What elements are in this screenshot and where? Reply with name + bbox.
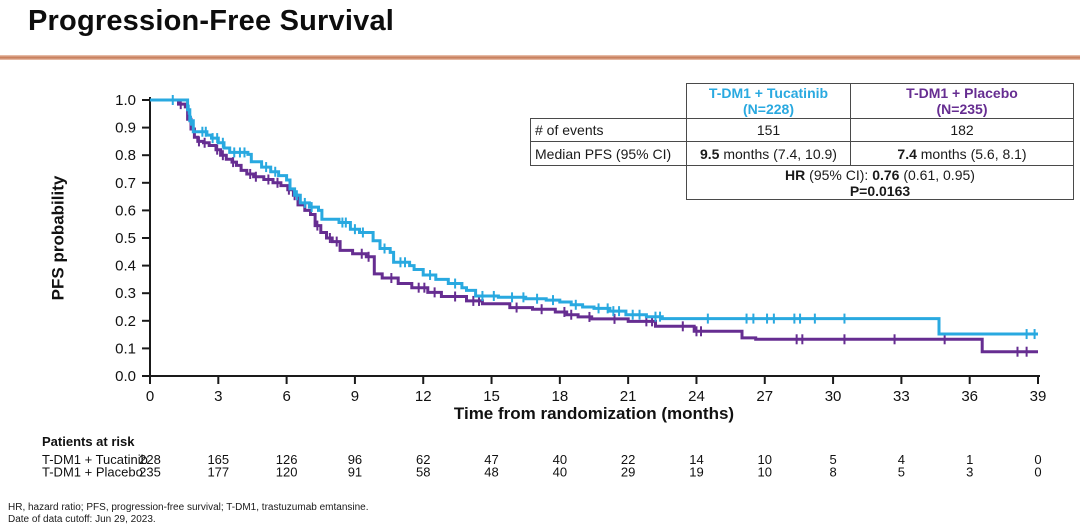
risk-count: 8 [829, 465, 836, 480]
median-tucatinib-number: 9.5 [700, 145, 720, 162]
median-tucatinib-ci: months (7.4, 10.9) [719, 145, 837, 162]
events-row-label: # of events [530, 118, 687, 142]
title-divider [0, 55, 1080, 60]
risk-count: 0 [1034, 452, 1041, 467]
risk-count: 22 [621, 452, 635, 467]
x-tick-label: 36 [961, 388, 978, 405]
events-placebo-value: 182 [850, 118, 1074, 142]
median-placebo-value: 7.4 months (5.6, 8.1) [850, 141, 1074, 166]
risk-count: 91 [348, 465, 362, 480]
placebo-arm-header: T-DM1 + Placebo (N=235) [850, 83, 1074, 119]
risk-row-label: T-DM1 + Placebo [42, 465, 143, 480]
x-tick-label: 12 [415, 388, 432, 405]
risk-count: 19 [689, 465, 703, 480]
y-tick-label: 0.2 [115, 313, 136, 330]
y-tick-label: 0.8 [115, 147, 136, 164]
tucatinib-curve [150, 98, 1038, 336]
median-pfs-row: Median PFS (95% CI) 9.5 months (7.4, 10.… [530, 141, 1074, 166]
y-tick-label: 0.4 [115, 258, 136, 275]
tucatinib-arm-header: T-DM1 + Tucatinib (N=228) [686, 83, 851, 119]
p-value: P=0.0163 [849, 182, 911, 199]
summary-empty-cell [531, 166, 687, 200]
median-placebo-number: 7.4 [897, 145, 917, 162]
hr-ci-values: (0.61, 0.95) [899, 166, 975, 183]
page-title: Progression-Free Survival [28, 5, 395, 37]
y-tick-label: 0.3 [115, 285, 136, 302]
risk-count: 10 [758, 452, 772, 467]
hr-value: 0.76 [872, 166, 900, 183]
footnote-abbreviations: HR, hazard ratio; PFS, progression-free … [8, 502, 369, 513]
footnote-data-cutoff: Date of data cutoff: Jun 29, 2023. [8, 513, 156, 525]
footnote: HR, hazard ratio; PFS, progression-free … [8, 502, 369, 525]
hr-label: HR [785, 166, 806, 183]
y-tick-label: 0.1 [115, 340, 136, 357]
hazard-ratio-line: HR (95% CI): 0.76 (0.61, 0.95) [691, 167, 1069, 183]
risk-count: 228 [139, 452, 161, 467]
y-tick-label: 0.5 [115, 230, 136, 247]
placebo-arm-name: T-DM1 + Placebo [906, 85, 1018, 101]
risk-count: 10 [758, 465, 772, 480]
x-tick-label: 24 [688, 388, 705, 405]
median-row-label: Median PFS (95% CI) [530, 141, 687, 166]
summary-table: T-DM1 + Tucatinib (N=228) T-DM1 + Placeb… [530, 83, 1074, 200]
x-tick-label: 18 [552, 388, 569, 405]
x-tick-label: 3 [214, 388, 222, 405]
x-tick-label: 15 [483, 388, 500, 405]
x-tick-label: 0 [146, 388, 154, 405]
risk-count: 48 [484, 465, 498, 480]
risk-count: 126 [276, 452, 298, 467]
risk-count: 4 [898, 452, 905, 467]
risk-count: 40 [553, 465, 567, 480]
x-tick-label: 27 [756, 388, 773, 405]
hazard-ratio-cell: HR (95% CI): 0.76 (0.61, 0.95) P=0.0163 [686, 165, 1074, 200]
summary-empty-cell [531, 84, 687, 119]
y-tick-label: 0.0 [115, 368, 136, 385]
risk-count: 58 [416, 465, 430, 480]
risk-row-label: T-DM1 + Tucatinib [42, 452, 148, 467]
tucatinib-arm-n: (N=228) [743, 101, 794, 117]
y-tick-label: 0.9 [115, 120, 136, 137]
x-tick-label: 9 [351, 388, 359, 405]
risk-count: 120 [276, 465, 298, 480]
risk-count: 96 [348, 452, 362, 467]
events-tucatinib-value: 151 [686, 118, 851, 142]
hr-ci-label: (95% CI): [805, 166, 873, 183]
x-tick-label: 6 [282, 388, 290, 405]
risk-table-title: Patients at risk [42, 434, 135, 449]
risk-count: 14 [689, 452, 703, 467]
y-tick-label: 0.6 [115, 202, 136, 219]
y-axis-title: PFS probability [49, 175, 68, 300]
risk-count: 165 [207, 452, 229, 467]
x-tick-label: 33 [893, 388, 910, 405]
placebo-arm-n: (N=235) [936, 101, 988, 117]
x-tick-label: 39 [1030, 388, 1047, 405]
y-tick-label: 0.7 [115, 175, 136, 192]
x-tick-label: 21 [620, 388, 637, 405]
placebo-curve [150, 98, 1038, 354]
risk-count: 177 [207, 465, 229, 480]
risk-count: 5 [829, 452, 836, 467]
risk-count: 235 [139, 465, 161, 480]
tucatinib-arm-name: T-DM1 + Tucatinib [708, 85, 829, 101]
risk-count: 3 [966, 465, 973, 480]
x-tick-label: 30 [825, 388, 842, 405]
risk-count: 29 [621, 465, 635, 480]
x-axis-title: Time from randomization (months) [454, 404, 734, 423]
risk-count: 0 [1034, 465, 1041, 480]
median-placebo-ci: months (5.6, 8.1) [916, 145, 1027, 162]
events-row: # of events 151 182 [530, 118, 1074, 142]
risk-count: 1 [966, 452, 973, 467]
risk-count: 40 [553, 452, 567, 467]
y-tick-label: 1.0 [115, 92, 136, 109]
median-tucatinib-value: 9.5 months (7.4, 10.9) [686, 141, 851, 166]
risk-count: 5 [898, 465, 905, 480]
summary-header-row: T-DM1 + Tucatinib (N=228) T-DM1 + Placeb… [531, 83, 1074, 119]
risk-count: 62 [416, 452, 430, 467]
p-value-line: P=0.0163 [691, 183, 1069, 199]
risk-count: 47 [484, 452, 498, 467]
hazard-ratio-row: HR (95% CI): 0.76 (0.61, 0.95) P=0.0163 [531, 165, 1074, 200]
